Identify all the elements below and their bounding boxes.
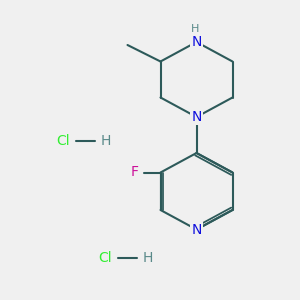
Text: H: H bbox=[100, 134, 111, 148]
Text: N: N bbox=[191, 223, 202, 236]
Text: H: H bbox=[142, 251, 153, 265]
Text: H: H bbox=[191, 23, 199, 34]
Text: Cl: Cl bbox=[56, 134, 70, 148]
Text: Cl: Cl bbox=[98, 251, 112, 265]
Text: N: N bbox=[191, 110, 202, 124]
Text: F: F bbox=[131, 166, 139, 179]
Text: N: N bbox=[191, 35, 202, 49]
